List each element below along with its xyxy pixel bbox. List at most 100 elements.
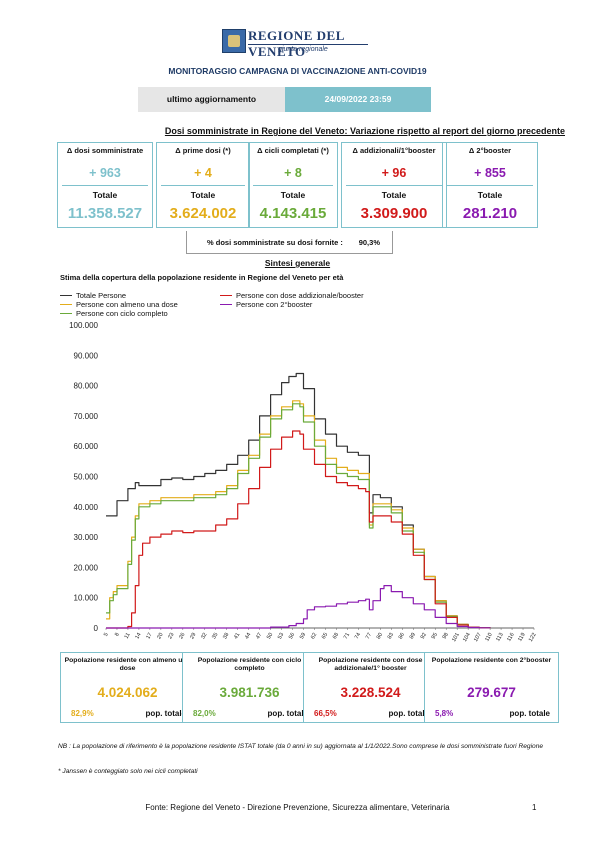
- note-nb: NB : La popolazione di riferimento è la …: [58, 743, 544, 750]
- y-tick-label: 100.000: [69, 321, 98, 330]
- y-tick-label: 10.000: [74, 594, 99, 603]
- card-divider: [62, 185, 148, 186]
- x-tick-label: 17: [145, 632, 153, 640]
- legend-label: Persone con ciclo completo: [76, 309, 168, 318]
- card-divider: [253, 185, 333, 186]
- pop-box-value: 3.981.736: [219, 685, 280, 700]
- x-tick-label: 44: [244, 632, 252, 640]
- page-title: MONITORAGGIO CAMPAGNA DI VACCINAZIONE AN…: [168, 66, 427, 76]
- x-tick-label: 5: [103, 632, 110, 638]
- legend-label: Persone con almeno una dose: [76, 300, 178, 309]
- pop-box-pct: 82,0%: [193, 709, 216, 718]
- pop-box-pct: 82,9%: [71, 709, 94, 718]
- x-tick-label: 26: [178, 632, 186, 640]
- update-value: 24/09/2022 23:59: [285, 87, 431, 112]
- x-tick-label: 107: [473, 632, 483, 643]
- x-tick-label: 104: [462, 632, 472, 643]
- series-line-2: [106, 403, 491, 629]
- logo-sub: giunta regionale: [278, 46, 328, 53]
- card-total-label: Totale: [190, 190, 216, 200]
- legend-label: Totale Persone: [76, 291, 127, 300]
- legend-swatch: [60, 313, 72, 314]
- x-tick-label: 116: [506, 632, 516, 643]
- lion-shield-icon: [222, 29, 246, 53]
- x-tick-label: 113: [495, 632, 505, 643]
- x-tick-label: 23: [167, 632, 175, 640]
- x-tick-label: 32: [200, 632, 208, 640]
- card-total-value: 4.143.415: [259, 205, 327, 222]
- card-second-booster: Δ 2°booster + 855 Totale 281.210: [442, 142, 538, 228]
- pop-box-pct: 5,8%: [435, 709, 454, 718]
- card-total-value: 281.210: [462, 205, 518, 222]
- pop-box-value: 4.024.062: [97, 685, 158, 700]
- x-tick-label: 122: [528, 632, 538, 643]
- legend-swatch: [220, 304, 232, 305]
- x-tick-label: 71: [343, 632, 351, 640]
- card-label: Δ prime dosi (*): [175, 146, 231, 155]
- card-delta: + 96: [381, 166, 407, 180]
- pop-box-pct-label: pop. totale: [267, 709, 308, 718]
- y-tick-label: 30.000: [74, 533, 99, 542]
- logo-name: REGIONE DEL VENETO: [248, 28, 345, 59]
- pop-box-pct-label: pop. totale: [388, 709, 429, 718]
- card-divider: [346, 185, 442, 186]
- pop-box-pct-label: pop. totale: [509, 709, 550, 718]
- y-tick-label: 80.000: [74, 382, 99, 391]
- x-tick-label: 35: [211, 632, 219, 640]
- x-tick-label: 101: [451, 632, 461, 643]
- legend-item-complete: Persone con ciclo completo: [60, 309, 168, 318]
- x-tick-label: 56: [288, 632, 296, 640]
- x-tick-label: 83: [387, 632, 395, 640]
- y-tick-label: 60.000: [74, 442, 99, 451]
- x-tick-label: 65: [321, 632, 329, 640]
- card-delta: + 4: [194, 166, 212, 180]
- x-tick-label: 29: [189, 632, 197, 640]
- x-tick-label: 8: [114, 632, 121, 638]
- card-label: Δ cicli completati (*): [257, 146, 329, 155]
- x-tick-label: 53: [277, 632, 285, 640]
- x-tick-label: 119: [517, 632, 527, 643]
- pop-box-heading: Popolazione residente con 2°booster: [431, 657, 552, 664]
- pct-label: % dosi somministrate su dosi fornite :: [207, 238, 343, 247]
- card-completed-cycles: Δ cicli completati (*) + 8 Totale 4.143.…: [248, 142, 338, 228]
- y-tick-label: 50.000: [74, 473, 99, 482]
- x-tick-label: 89: [409, 632, 417, 640]
- pop-box-heading: Popolazione residente con almeno una dos…: [64, 657, 191, 672]
- pop-box-second-booster: Popolazione residente con 2°booster 279.…: [424, 652, 559, 723]
- card-label: Δ addizionali/1°booster: [352, 146, 436, 155]
- legend-label: Persone con dose addizionale/booster: [236, 291, 364, 300]
- series-line-4: [106, 585, 491, 629]
- chart-title: Stima della copertura della popolazione …: [60, 273, 344, 282]
- card-divider: [161, 185, 245, 186]
- y-tick-label: 0: [94, 624, 99, 633]
- card-additional-booster: Δ addizionali/1°booster + 96 Totale 3.30…: [341, 142, 447, 228]
- card-divider: [447, 185, 533, 186]
- x-tick-label: 77: [365, 632, 373, 640]
- pop-box-complete: Popolazione residente con ciclo completo…: [182, 652, 317, 723]
- footer-source: Fonte: Regione del Veneto - Direzione Pr…: [145, 803, 450, 812]
- doses-percentage-box: % dosi somministrate su dosi fornite : 9…: [186, 231, 393, 254]
- y-tick-label: 70.000: [74, 412, 99, 421]
- card-label: Δ dosi somministrate: [66, 146, 144, 155]
- x-tick-label: 50: [266, 632, 274, 640]
- pop-box-one-dose: Popolazione residente con almeno una dos…: [60, 652, 195, 723]
- legend-item-one-dose: Persone con almeno una dose: [60, 300, 178, 309]
- pop-box-heading: Popolazione residente con dose addiziona…: [318, 657, 423, 672]
- legend-item-total: Totale Persone: [60, 291, 126, 300]
- legend-swatch: [60, 304, 72, 305]
- x-tick-label: 41: [233, 632, 241, 640]
- y-tick-label: 20.000: [74, 563, 99, 572]
- note-janssen: * Janssen è conteggiato solo nei cicli c…: [58, 768, 198, 775]
- card-total-value: 3.309.900: [360, 205, 428, 222]
- pop-box-pct: 66,5%: [314, 709, 337, 718]
- pop-box-heading: Popolazione residente con ciclo completo: [197, 657, 302, 672]
- pop-box-pct-label: pop. totale: [145, 709, 186, 718]
- card-first-doses: Δ prime dosi (*) + 4 Totale 3.624.002: [156, 142, 250, 228]
- legend-swatch: [60, 295, 72, 296]
- pop-box-value: 279.677: [467, 685, 516, 700]
- pct-value: 90,3%: [358, 238, 380, 247]
- pop-box-value: 3.228.524: [340, 685, 401, 700]
- region-logo: REGIONE DEL VENETO giunta regionale: [222, 27, 372, 59]
- x-tick-label: 110: [484, 632, 494, 643]
